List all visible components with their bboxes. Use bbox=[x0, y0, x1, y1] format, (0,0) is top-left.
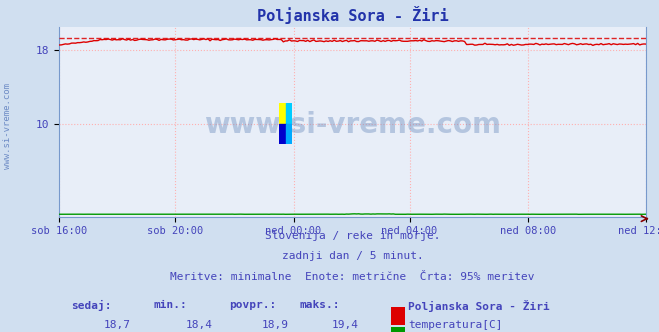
Text: povpr.:: povpr.: bbox=[229, 300, 277, 310]
Text: min.:: min.: bbox=[153, 300, 187, 310]
Bar bbox=[391, 307, 405, 325]
Text: 18,7: 18,7 bbox=[103, 320, 130, 330]
Text: 18,9: 18,9 bbox=[262, 320, 289, 330]
Bar bbox=[391, 327, 405, 332]
Text: www.si-vreme.com: www.si-vreme.com bbox=[3, 83, 13, 169]
Text: zadnji dan / 5 minut.: zadnji dan / 5 minut. bbox=[281, 251, 424, 261]
Text: www.si-vreme.com: www.si-vreme.com bbox=[204, 112, 501, 139]
Text: 19,4: 19,4 bbox=[332, 320, 359, 330]
Text: Poljanska Sora - Žiri: Poljanska Sora - Žiri bbox=[409, 300, 550, 312]
Text: temperatura[C]: temperatura[C] bbox=[409, 320, 503, 330]
Text: 18,4: 18,4 bbox=[185, 320, 212, 330]
Text: Meritve: minimalne  Enote: metrične  Črta: 95% meritev: Meritve: minimalne Enote: metrične Črta:… bbox=[170, 272, 535, 282]
Text: maks.:: maks.: bbox=[300, 300, 340, 310]
Text: sedaj:: sedaj: bbox=[71, 300, 111, 311]
Text: Slovenija / reke in morje.: Slovenija / reke in morje. bbox=[265, 230, 440, 241]
Title: Poljanska Sora - Žiri: Poljanska Sora - Žiri bbox=[257, 6, 448, 24]
